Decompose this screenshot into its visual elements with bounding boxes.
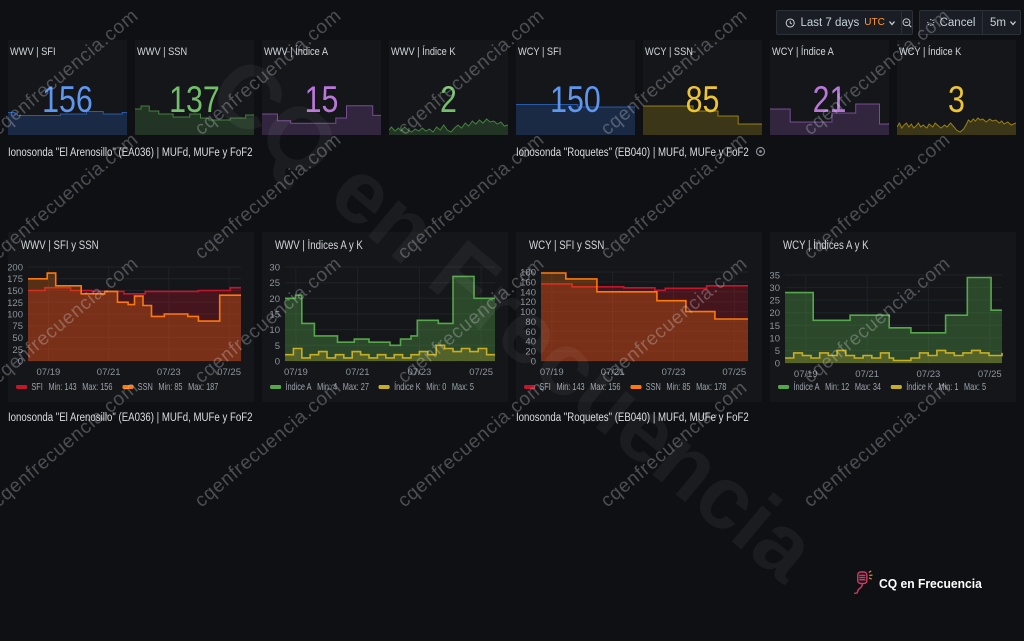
svg-text:07/19: 07/19 <box>284 367 308 378</box>
svg-text:15: 15 <box>269 310 280 321</box>
svg-text:07/25: 07/25 <box>722 367 746 378</box>
svg-text:140: 140 <box>520 287 536 298</box>
svg-text:07/23: 07/23 <box>662 367 686 378</box>
svg-text:180: 180 <box>520 268 536 279</box>
svg-text:07/21: 07/21 <box>855 369 879 380</box>
svg-text:160: 160 <box>520 277 536 288</box>
svg-text:120: 120 <box>520 297 536 308</box>
svg-text:30: 30 <box>269 263 280 274</box>
svg-text:07/25: 07/25 <box>978 369 1002 380</box>
svg-text:07/25: 07/25 <box>217 367 241 378</box>
svg-text:07/21: 07/21 <box>97 367 121 378</box>
svg-text:07/21: 07/21 <box>601 367 625 378</box>
svg-text:07/21: 07/21 <box>346 367 370 378</box>
svg-text:5: 5 <box>775 346 780 357</box>
svg-text:25: 25 <box>269 278 280 289</box>
svg-text:20: 20 <box>525 347 536 358</box>
svg-text:07/23: 07/23 <box>917 369 941 380</box>
svg-text:150: 150 <box>8 286 23 297</box>
svg-text:80: 80 <box>525 317 536 328</box>
svg-text:100: 100 <box>520 307 536 318</box>
svg-text:125: 125 <box>8 298 23 309</box>
svg-text:200: 200 <box>8 263 23 274</box>
svg-text:20: 20 <box>770 308 780 319</box>
svg-text:07/19: 07/19 <box>37 367 61 378</box>
svg-text:10: 10 <box>269 325 280 336</box>
svg-text:07/23: 07/23 <box>157 367 181 378</box>
svg-text:20: 20 <box>269 294 280 305</box>
svg-text:25: 25 <box>770 296 780 307</box>
svg-text:75: 75 <box>12 321 23 332</box>
svg-text:175: 175 <box>8 274 23 285</box>
svg-text:50: 50 <box>12 333 23 344</box>
svg-text:07/19: 07/19 <box>540 367 564 378</box>
svg-text:5: 5 <box>275 341 280 352</box>
svg-text:10: 10 <box>770 333 780 344</box>
svg-text:07/23: 07/23 <box>408 367 432 378</box>
svg-text:0: 0 <box>775 359 780 370</box>
svg-text:60: 60 <box>525 327 536 338</box>
svg-text:0: 0 <box>275 357 280 368</box>
svg-text:100: 100 <box>8 310 23 321</box>
svg-text:35: 35 <box>770 271 780 282</box>
svg-text:40: 40 <box>525 337 536 348</box>
svg-text:07/19: 07/19 <box>794 369 818 380</box>
svg-text:0: 0 <box>18 357 23 368</box>
svg-text:07/25: 07/25 <box>469 367 493 378</box>
svg-text:30: 30 <box>770 283 780 294</box>
svg-text:15: 15 <box>770 321 780 332</box>
svg-text:0: 0 <box>531 357 536 368</box>
svg-text:25: 25 <box>12 345 23 356</box>
